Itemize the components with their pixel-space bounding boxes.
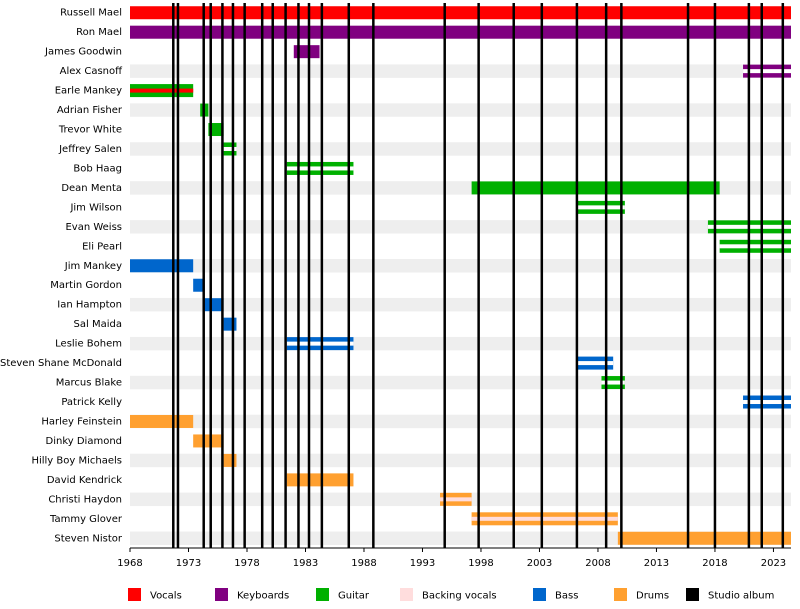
member-label: Jim Wilson [69, 202, 122, 213]
legend-swatch [215, 588, 228, 601]
row-band [130, 375, 791, 390]
member-label: Dean Menta [61, 183, 122, 194]
row-band [130, 64, 791, 78]
row-band [130, 336, 791, 351]
tenure-bar [223, 453, 237, 467]
member-label: Sal Maida [74, 319, 122, 330]
member-label: Eli Pearl [82, 241, 122, 252]
legend-label: Drums [636, 591, 669, 602]
member-label: Jeffrey Salen [58, 144, 122, 155]
tenure-bar [130, 6, 791, 20]
tenure-bar [617, 531, 791, 545]
legend-label: Bass [555, 591, 578, 602]
tenure-bar [193, 278, 204, 292]
tenure-bar [130, 25, 791, 39]
row-band [130, 453, 791, 468]
member-label: Marcus Blake [56, 378, 122, 389]
member-label: Ron Mael [76, 27, 122, 38]
x-tick-label: 1998 [468, 558, 493, 569]
member-label: Bob Haag [73, 163, 122, 174]
legend-swatch [400, 588, 413, 601]
tenure-stripe [440, 497, 472, 502]
member-label: Tammy Glover [49, 514, 123, 525]
x-tick-label: 1978 [234, 558, 259, 569]
x-tick-label: 2013 [644, 558, 669, 569]
row-band [130, 220, 791, 234]
tenure-stripe [286, 341, 354, 346]
tenure-stripe [601, 380, 625, 385]
row-band [130, 414, 791, 429]
tenure-bar [471, 181, 720, 195]
member-label: Leslie Bohem [55, 339, 122, 350]
member-label: Trevor White [58, 125, 122, 136]
tenure-bar [193, 434, 224, 448]
legend-label: Studio album [708, 591, 774, 602]
legend-swatch [686, 588, 699, 601]
member-label: Harley Feinstein [41, 416, 122, 427]
tenure-stripe [130, 88, 194, 93]
tenure-stripe [471, 516, 618, 521]
legend-swatch [316, 588, 329, 601]
tenure-stripe [286, 166, 354, 171]
member-label: James Goodwin [44, 47, 122, 58]
tenure-stripe [576, 205, 625, 210]
member-label: Ian Hampton [57, 300, 122, 311]
row-band [130, 259, 791, 273]
x-tick-label: 2008 [585, 558, 610, 569]
member-label: Steven Nistor [54, 533, 123, 544]
tenure-bar [223, 317, 237, 331]
x-tick-label: 1968 [117, 558, 142, 569]
member-label: Steven Shane McDonald [0, 358, 122, 369]
member-label: David Kendrick [47, 475, 122, 486]
tenure-stripe [743, 400, 791, 405]
member-label: Alex Casnoff [60, 66, 123, 77]
member-label: Patrick Kelly [61, 397, 122, 408]
row-band [130, 142, 791, 156]
tenure-bar [203, 298, 224, 312]
tenure-bar [286, 473, 354, 487]
tenure-bar [130, 259, 194, 273]
member-label: Earle Mankey [55, 86, 122, 97]
legend-swatch [614, 588, 627, 601]
member-label: Martin Gordon [50, 280, 122, 291]
row-band [130, 297, 791, 312]
member-label: Jim Mankey [64, 261, 122, 272]
tenure-bar [293, 45, 320, 59]
member-label: Adrian Fisher [57, 105, 123, 116]
tenure-stripe [223, 146, 237, 151]
legend-swatch [128, 588, 141, 601]
legend-swatch [533, 588, 546, 601]
member-label: Christi Haydon [48, 494, 122, 505]
x-tick-label: 2003 [527, 558, 552, 569]
x-tick-label: 1993 [410, 558, 435, 569]
member-label: Russell Mael [60, 8, 122, 19]
x-tick-label: 2018 [702, 558, 727, 569]
tenure-bar [130, 414, 194, 428]
legend-label: Backing vocals [422, 591, 497, 602]
tenure-bar [208, 123, 224, 137]
x-tick-label: 1988 [351, 558, 376, 569]
x-tick-label: 1973 [176, 558, 201, 569]
tenure-stripe [719, 244, 791, 249]
x-tick-label: 2023 [761, 558, 786, 569]
row-band [130, 103, 791, 117]
member-label: Evan Weiss [65, 222, 122, 233]
legend-label: Vocals [150, 591, 182, 602]
legend-label: Guitar [338, 591, 370, 602]
x-tick-label: 1983 [293, 558, 318, 569]
tenure-stripe [743, 69, 791, 74]
tenure-stripe [576, 361, 614, 366]
member-label: Dinky Diamond [46, 436, 123, 447]
member-label: Hilly Boy Michaels [31, 455, 122, 466]
legend-label: Keyboards [237, 591, 289, 602]
